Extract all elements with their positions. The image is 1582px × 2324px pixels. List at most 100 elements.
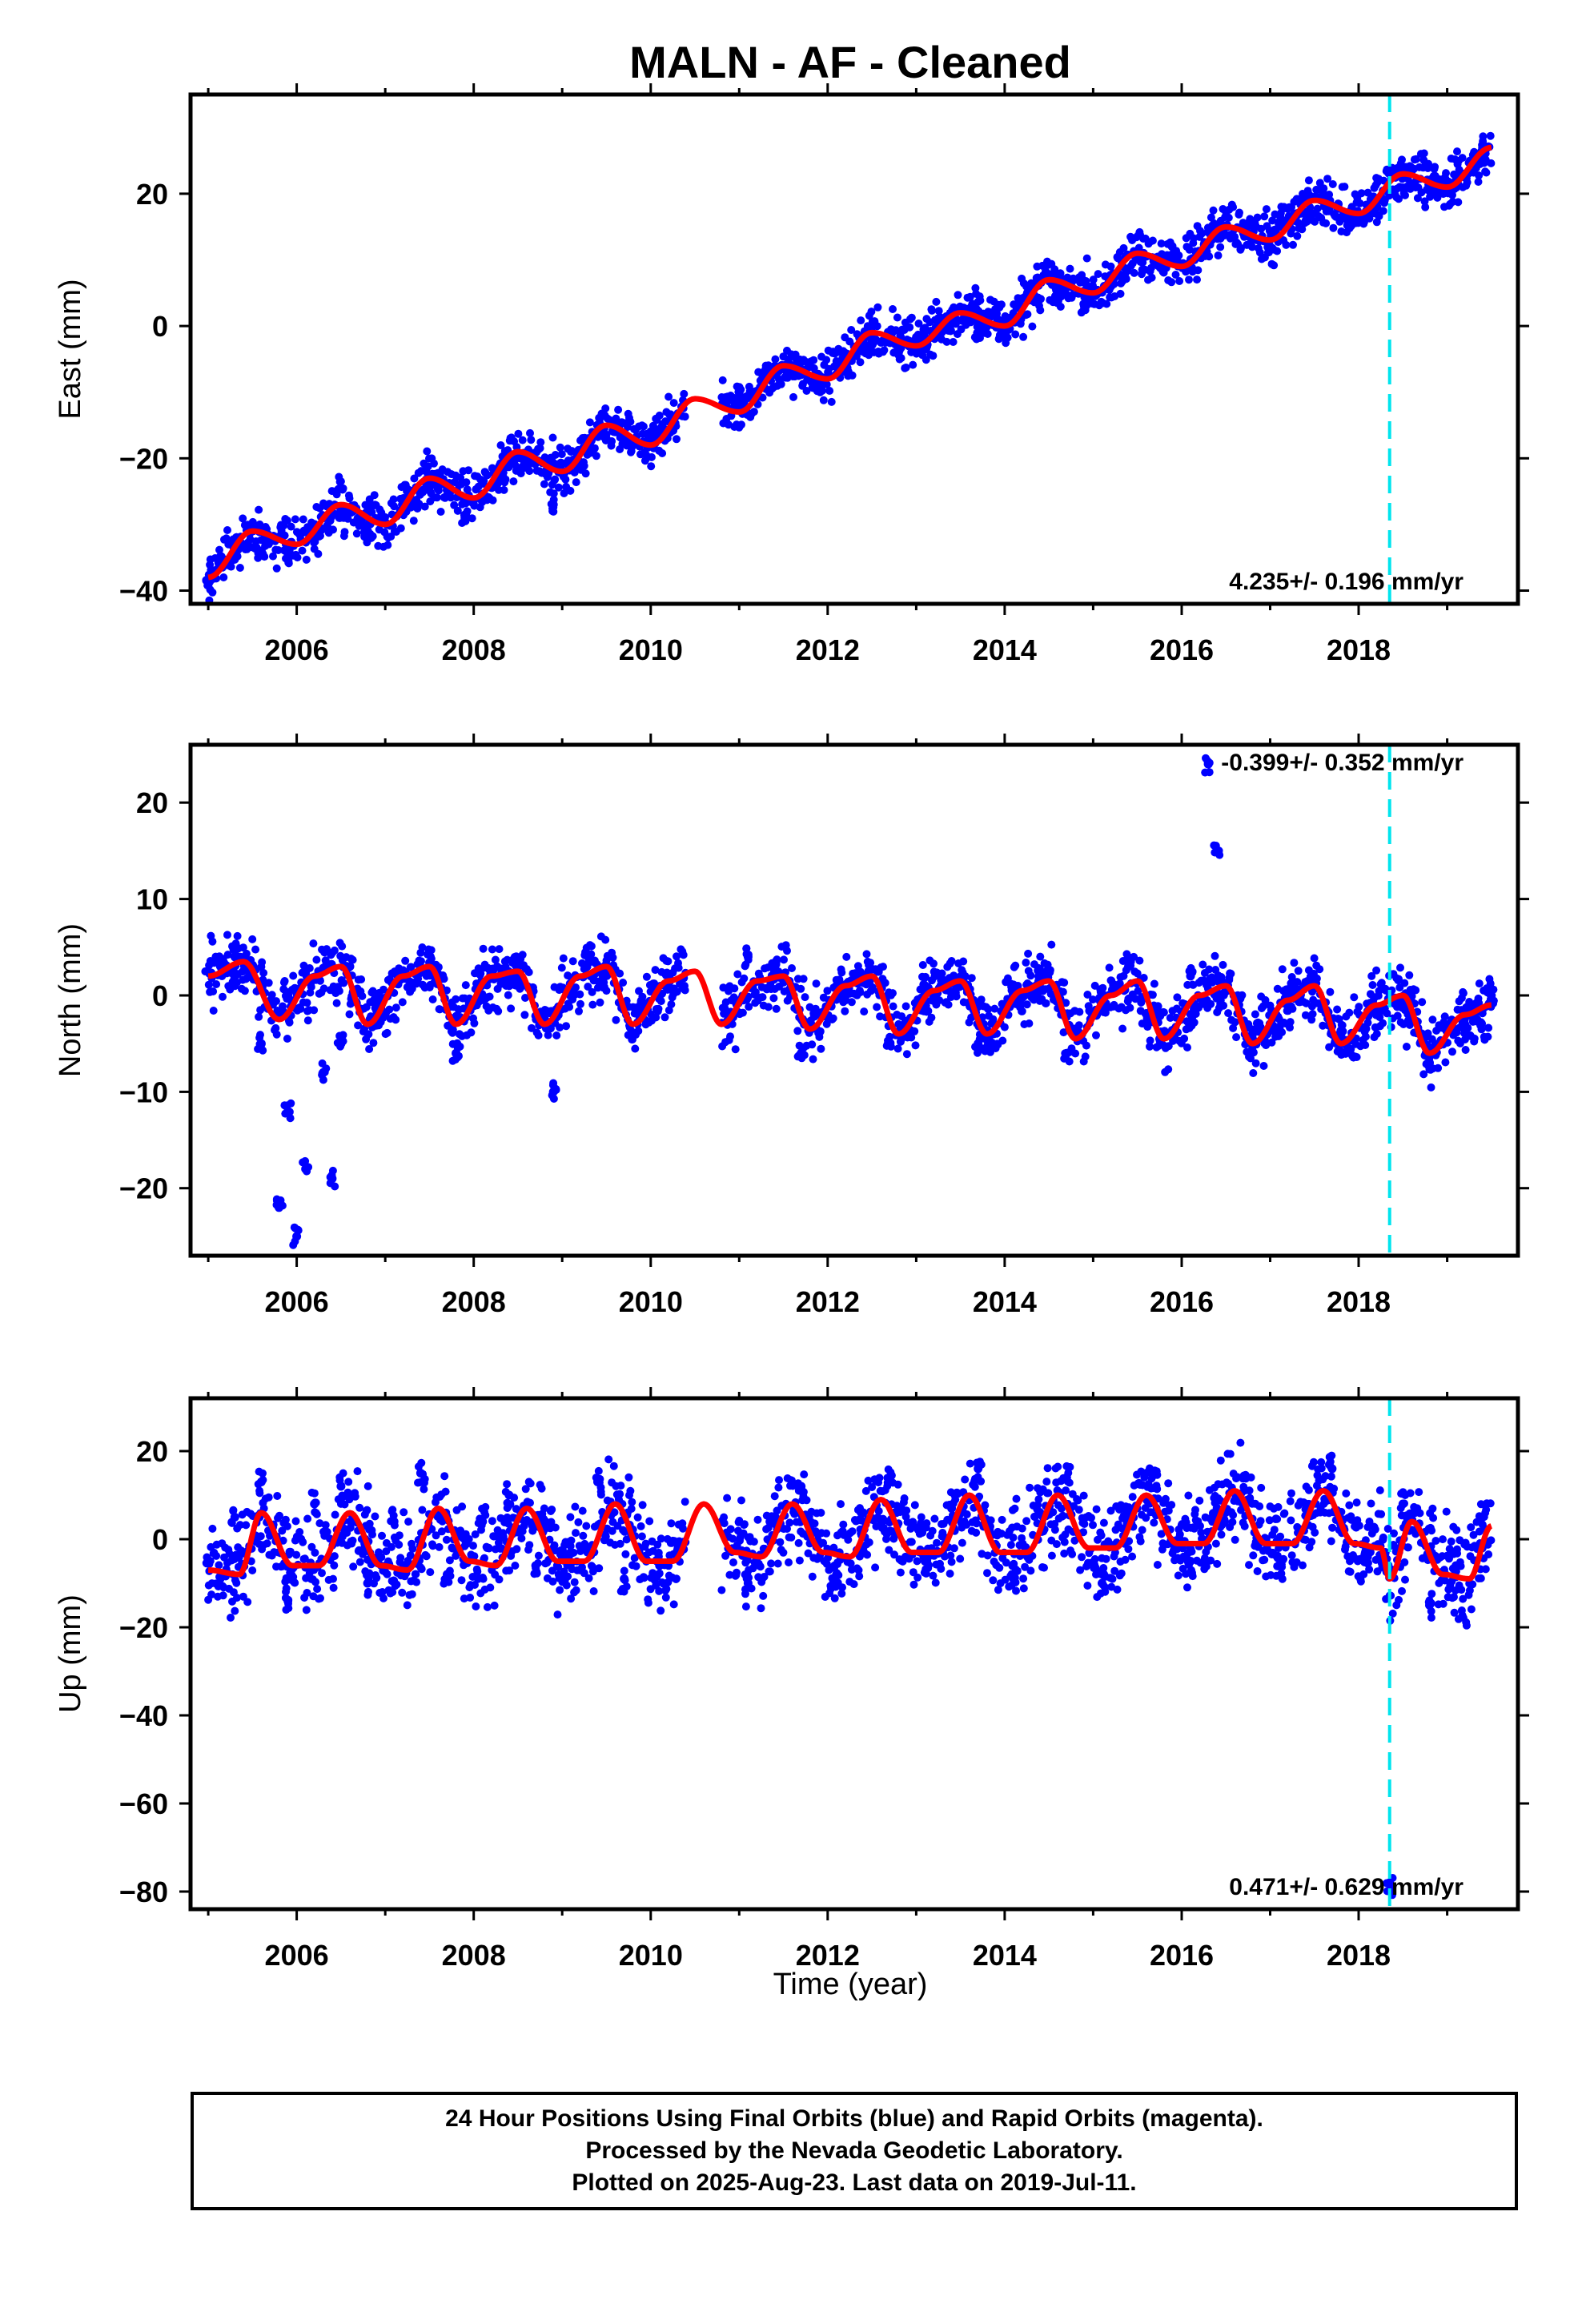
observation-point [1224,1009,1233,1018]
observation-point [636,999,645,1007]
y-tick-label: −20 [119,1172,168,1205]
observation-point [592,452,600,460]
observation-point [291,1224,300,1232]
observation-point [608,437,616,445]
observation-point [602,987,611,995]
observation-point [418,943,427,951]
observation-point [329,525,337,534]
observation-point [1420,197,1429,206]
observation-point [469,1542,477,1550]
observation-point [574,1518,583,1526]
model-line [207,144,1492,581]
observation-point [570,1578,579,1586]
observation-point [242,1521,251,1530]
observation-point [285,1108,294,1116]
observation-points [202,131,1496,605]
observation-point [1411,986,1420,995]
observation-point [1130,268,1138,277]
observation-point [335,987,343,995]
observation-point [1175,277,1184,285]
x-tick-label: 2012 [796,633,860,666]
observation-point [626,1486,635,1495]
observation-point [1209,206,1218,215]
observation-point [651,966,660,975]
observation-point [339,1031,347,1039]
observation-point [285,1018,294,1027]
observation-point [1055,292,1064,300]
observation-point [422,1552,431,1561]
observation-point [662,1585,671,1594]
observation-point [1345,1008,1354,1017]
observation-point [983,330,992,338]
observation-point [344,1478,353,1486]
observation-point [1214,251,1223,259]
observation-point [822,356,831,364]
observation-point [347,955,355,963]
observation-point [578,1506,587,1515]
observation-point [562,1581,571,1590]
observation-point [486,1583,495,1592]
observation-point [520,1011,529,1019]
observation-point [842,952,851,961]
observation-point [251,945,260,954]
observation-point [441,1487,450,1496]
observation-point [990,1004,999,1013]
observation-point [1193,275,1201,284]
observation-point [893,1044,902,1053]
observation-point [910,1027,919,1035]
observation-point [822,1019,831,1028]
observation-point [1375,987,1383,995]
observation-point [209,1007,218,1015]
observation-point [450,501,459,509]
observation-point [1361,1041,1370,1049]
observation-point [743,951,752,959]
observation-point [1370,207,1379,215]
y-tick-label: −40 [119,575,168,608]
observation-point [1224,213,1233,222]
observation-point [526,1479,535,1488]
observation-point [330,1561,339,1570]
observation-point [1021,991,1030,1000]
observation-point [989,1015,998,1023]
observation-point [1419,1070,1428,1079]
observation-point [1425,1055,1434,1063]
observation-point [572,478,580,487]
observation-point [483,1602,492,1611]
observation-point [227,562,235,571]
observation-point [1442,169,1450,178]
observation-point [901,364,910,372]
observation-point [1322,219,1331,227]
observation-point [427,955,436,963]
observation-point [1405,1020,1414,1029]
observation-point [524,968,533,976]
observation-point [417,1565,426,1574]
observation-point [730,984,739,993]
observation-point [1050,265,1059,274]
observation-point [889,1002,897,1011]
observation-point [576,990,584,999]
observation-point [548,433,557,442]
observation-point [681,1498,689,1506]
observation-point [272,1030,281,1039]
observation-point [1053,299,1062,308]
observation-point [1461,1046,1470,1054]
observation-point [1413,194,1422,203]
x-tick-label: 2010 [619,633,683,666]
observation-point [1286,1018,1295,1027]
observation-point [1352,1053,1361,1061]
observation-point [1441,1058,1450,1067]
observation-point [1448,1047,1456,1056]
observation-point [681,412,689,421]
observation-point [571,1502,580,1511]
observation-point [472,1602,480,1610]
observation-point [658,449,667,457]
observation-point [1148,991,1157,999]
observation-point [490,1601,499,1610]
observation-point [1419,149,1428,158]
observation-point [495,1575,504,1584]
observation-point [1011,961,1020,970]
observation-point [517,1534,526,1542]
observation-point [291,1578,299,1587]
observation-point [588,987,596,996]
observation-point [639,422,648,431]
